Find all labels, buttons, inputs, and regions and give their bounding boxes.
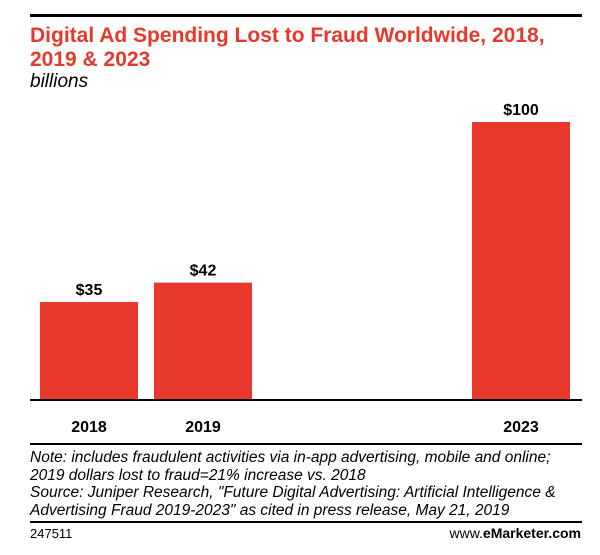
- brand-domain: www.: [449, 525, 483, 541]
- brand-name: eMarketer: [482, 525, 549, 541]
- brand-suffix: .com: [548, 525, 581, 541]
- bar-2019: [154, 282, 252, 399]
- footer-divider: [30, 521, 582, 523]
- bar-2023: [472, 122, 570, 399]
- emarketer-logo: www.eMarketer.com: [449, 524, 581, 542]
- chart-note: Note: includes fraudulent activities via…: [30, 449, 551, 484]
- notes-divider: [30, 443, 582, 445]
- data-label-2019: $42: [190, 263, 217, 280]
- x-tick-label-2023: 2023: [503, 419, 539, 436]
- chart-id: 247511: [30, 526, 73, 541]
- chart-source: Source: Juniper Research, "Future Digita…: [30, 484, 556, 519]
- chart-title: Digital Ad Spending Lost to Fraud Worldw…: [30, 24, 545, 71]
- bar-chart: $35 2018 $42 2019 $100 2023: [30, 102, 582, 436]
- bar-2018: [40, 302, 138, 399]
- data-label-2023: $100: [503, 102, 539, 119]
- x-tick-label-2018: 2018: [71, 419, 107, 436]
- data-label-2018: $35: [76, 282, 103, 299]
- x-tick-label-2019: 2019: [185, 419, 221, 436]
- top-rule: [30, 14, 582, 17]
- chart-subtitle: billions: [30, 71, 89, 92]
- notes-block: Note: includes fraudulent activities via…: [30, 449, 582, 519]
